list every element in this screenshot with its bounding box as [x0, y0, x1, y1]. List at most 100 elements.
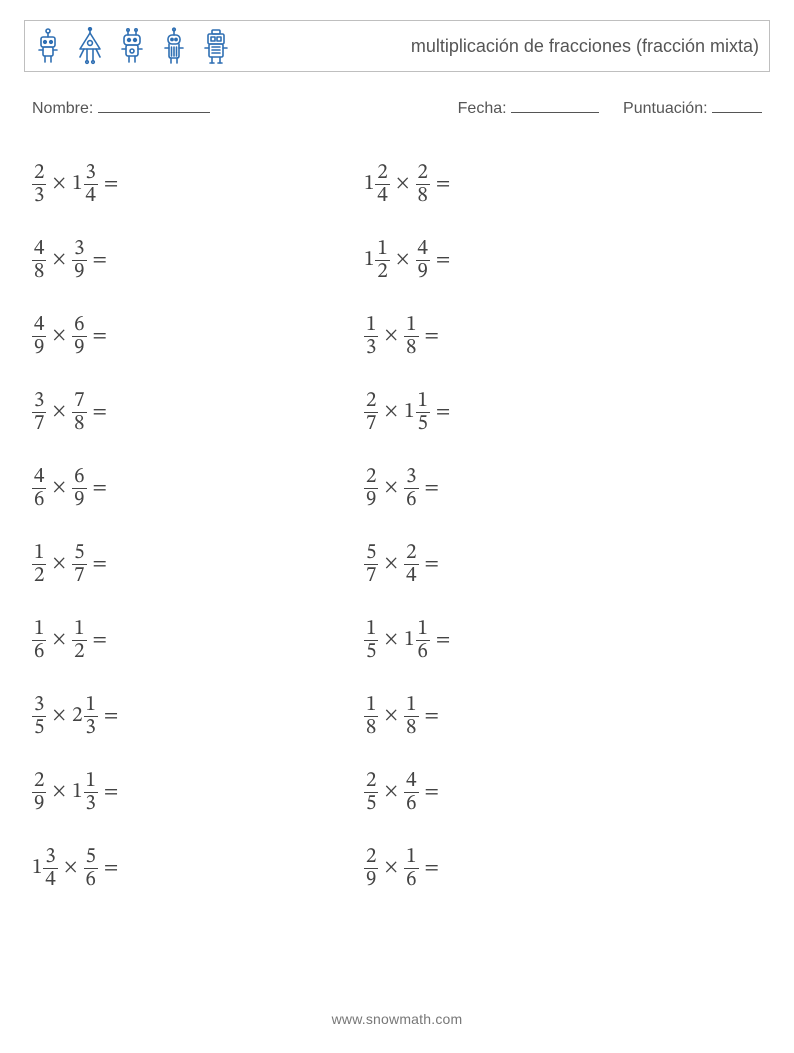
fraction-denominator: 5	[364, 792, 378, 815]
mixed-whole: 1	[404, 399, 414, 425]
fraction-numerator: 1	[84, 694, 98, 716]
fraction: 27	[364, 390, 378, 435]
mixed-whole: 2	[72, 703, 82, 729]
problem: 23×134=	[32, 146, 364, 222]
fraction-numerator: 2	[364, 466, 378, 488]
problem: 48×39=	[32, 222, 364, 298]
fraction: 23	[32, 162, 46, 207]
fraction-denominator: 6	[404, 792, 418, 815]
meta-row: Nombre: Fecha: Puntuación:	[32, 98, 762, 118]
fraction-numerator: 2	[32, 162, 46, 184]
times-symbol: ×	[384, 704, 398, 728]
score-blank[interactable]	[712, 98, 762, 113]
fraction-numerator: 2	[375, 162, 389, 184]
fraction-denominator: 2	[375, 260, 389, 283]
fraction-denominator: 9	[416, 260, 430, 283]
problem: 25×46=	[364, 754, 762, 830]
times-symbol: ×	[52, 172, 66, 196]
fraction: 18	[404, 314, 418, 359]
fraction-denominator: 7	[32, 412, 46, 435]
fraction-numerator: 1	[364, 694, 378, 716]
fraction-denominator: 8	[404, 336, 418, 359]
robot1-icon	[31, 26, 65, 66]
fraction: 16	[32, 618, 46, 663]
fraction: 16	[416, 618, 430, 663]
fraction-numerator: 6	[72, 314, 86, 336]
fraction-denominator: 2	[72, 640, 86, 663]
fraction-denominator: 8	[364, 716, 378, 739]
fraction-numerator: 1	[416, 618, 430, 640]
fraction: 49	[416, 238, 430, 283]
equals-symbol: =	[436, 172, 450, 197]
times-symbol: ×	[384, 628, 398, 652]
problem: 112×49=	[364, 222, 762, 298]
times-symbol: ×	[52, 628, 66, 652]
fraction-numerator: 1	[364, 314, 378, 336]
fraction: 16	[404, 846, 418, 891]
fraction-numerator: 1	[404, 694, 418, 716]
fraction: 36	[404, 466, 418, 511]
problem: 49×69=	[32, 298, 364, 374]
fraction-numerator: 1	[375, 238, 389, 260]
equals-symbol: =	[104, 172, 118, 197]
mixed-whole: 1	[32, 855, 42, 881]
equals-symbol: =	[436, 248, 450, 273]
fraction-denominator: 3	[32, 184, 46, 207]
fraction: 46	[32, 466, 46, 511]
fraction-denominator: 4	[84, 184, 98, 207]
robot-icon-row	[31, 26, 233, 66]
times-symbol: ×	[384, 780, 398, 804]
fraction-denominator: 4	[375, 184, 389, 207]
times-symbol: ×	[384, 856, 398, 880]
fraction-numerator: 6	[72, 466, 86, 488]
equals-symbol: =	[425, 780, 439, 805]
fraction: 46	[404, 770, 418, 815]
fraction-denominator: 7	[364, 564, 378, 587]
fraction-numerator: 1	[72, 618, 86, 640]
fraction-denominator: 6	[32, 640, 46, 663]
fraction-denominator: 5	[364, 640, 378, 663]
fraction-denominator: 3	[364, 336, 378, 359]
fraction-numerator: 2	[364, 390, 378, 412]
fraction: 48	[32, 238, 46, 283]
fraction-numerator: 3	[43, 846, 57, 868]
fraction: 29	[364, 466, 378, 511]
fraction: 24	[404, 542, 418, 587]
problem: 15×116=	[364, 602, 762, 678]
fraction-denominator: 7	[72, 564, 86, 587]
name-field: Nombre:	[32, 98, 210, 118]
times-symbol: ×	[52, 400, 66, 424]
fraction: 37	[32, 390, 46, 435]
times-symbol: ×	[384, 552, 398, 576]
fraction-denominator: 2	[32, 564, 46, 587]
fraction-numerator: 1	[404, 314, 418, 336]
fraction-denominator: 3	[84, 792, 98, 815]
name-blank[interactable]	[98, 98, 210, 113]
times-symbol: ×	[52, 324, 66, 348]
fraction: 12	[32, 542, 46, 587]
fraction: 78	[72, 390, 86, 435]
fraction-denominator: 5	[416, 412, 430, 435]
fraction: 29	[32, 770, 46, 815]
fraction-numerator: 1	[364, 618, 378, 640]
times-symbol: ×	[52, 476, 66, 500]
fraction-denominator: 9	[72, 336, 86, 359]
date-blank[interactable]	[511, 98, 599, 113]
fraction-denominator: 3	[84, 716, 98, 739]
fraction-numerator: 5	[364, 542, 378, 564]
fraction-numerator: 2	[404, 542, 418, 564]
problem: 18×18=	[364, 678, 762, 754]
header-box: multiplicación de fracciones (fracción m…	[24, 20, 770, 72]
problem: 29×113=	[32, 754, 364, 830]
fraction: 15	[364, 618, 378, 663]
problem: 29×16=	[364, 830, 762, 906]
equals-symbol: =	[425, 856, 439, 881]
fraction: 34	[43, 846, 57, 891]
fraction-denominator: 5	[32, 716, 46, 739]
times-symbol: ×	[396, 172, 410, 196]
times-symbol: ×	[52, 704, 66, 728]
fraction: 13	[364, 314, 378, 359]
equals-symbol: =	[93, 400, 107, 425]
score-label: Puntuación:	[623, 100, 708, 117]
fraction-numerator: 4	[32, 314, 46, 336]
